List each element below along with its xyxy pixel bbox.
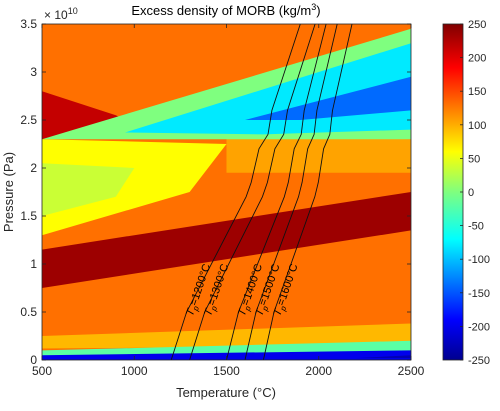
field-orange-shelf bbox=[226, 134, 411, 173]
field-low-yellow-band bbox=[42, 323, 411, 349]
y-exponent: × 1010 bbox=[44, 6, 78, 22]
y-tick-label: 3 bbox=[30, 65, 37, 79]
x-tick-label: 1000 bbox=[121, 364, 148, 378]
adiabat-line bbox=[226, 24, 327, 360]
field-bottom-dark bbox=[355, 355, 411, 359]
adiabat-line bbox=[262, 24, 353, 360]
colorbar-tick-label: 100 bbox=[468, 120, 486, 132]
colorbar-tick-label: -50 bbox=[468, 221, 484, 233]
field-deep-blue-core bbox=[245, 76, 411, 120]
y-tick-label: 3.5 bbox=[20, 17, 37, 31]
colorbar-tick-label: 0 bbox=[468, 187, 474, 199]
x-tick-label: 2000 bbox=[305, 364, 332, 378]
adiabat-curves bbox=[170, 24, 353, 360]
field-high-density-band bbox=[42, 192, 411, 288]
adiabat-line bbox=[170, 24, 301, 360]
field-yellow-core bbox=[42, 163, 135, 216]
adiabat-line bbox=[244, 24, 338, 360]
colorbar-tick-label: 200 bbox=[468, 53, 486, 65]
colorbar-tick-label: 250 bbox=[468, 19, 486, 31]
y-tick-label: 2.5 bbox=[20, 113, 37, 127]
title-sup: 3 bbox=[311, 2, 316, 12]
y-tick-label: 1.5 bbox=[20, 209, 37, 223]
y-tick-label: 0.5 bbox=[20, 305, 37, 319]
colorbar-tick-label: 150 bbox=[468, 86, 486, 98]
plot-area bbox=[42, 24, 411, 360]
colorbar-tick-label: -250 bbox=[468, 355, 490, 367]
colorbar-tick-label: -150 bbox=[468, 288, 490, 300]
field-moderate-region bbox=[42, 139, 227, 236]
x-axis: 500 1000 1500 2000 2500 bbox=[32, 24, 425, 378]
colorbar-tick-label: -200 bbox=[468, 321, 490, 333]
y-exponent-power: 10 bbox=[68, 6, 78, 16]
colorbar-tick-label: 50 bbox=[468, 153, 480, 165]
title-main: Excess density of MORB (kg/m bbox=[131, 3, 311, 18]
x-tick-label: 500 bbox=[32, 364, 52, 378]
colorbar-tick-label: -100 bbox=[468, 254, 490, 266]
adiabat-line bbox=[189, 24, 316, 360]
y-tick-label: 1 bbox=[30, 257, 37, 271]
x-tick-label: 2500 bbox=[398, 364, 425, 378]
y-axis-label: Pressure (Pa) bbox=[1, 152, 16, 232]
chart-title: Excess density of MORB (kg/m3) bbox=[131, 2, 320, 18]
colorbar-ticks: 250 200 150 100 50 0 -50 -100 -150 -200 -250 bbox=[460, 19, 490, 367]
x-axis-label: Temperature (°C) bbox=[176, 385, 276, 400]
y-axis: 0 0.5 1 1.5 2 2.5 3 3.5 bbox=[20, 17, 411, 367]
y-exponent-base: × 10 bbox=[44, 8, 68, 22]
title-end: ) bbox=[316, 3, 320, 18]
y-tick-label: 2 bbox=[30, 161, 37, 175]
x-tick-label: 1500 bbox=[213, 364, 240, 378]
y-tick-label: 0 bbox=[30, 353, 37, 367]
